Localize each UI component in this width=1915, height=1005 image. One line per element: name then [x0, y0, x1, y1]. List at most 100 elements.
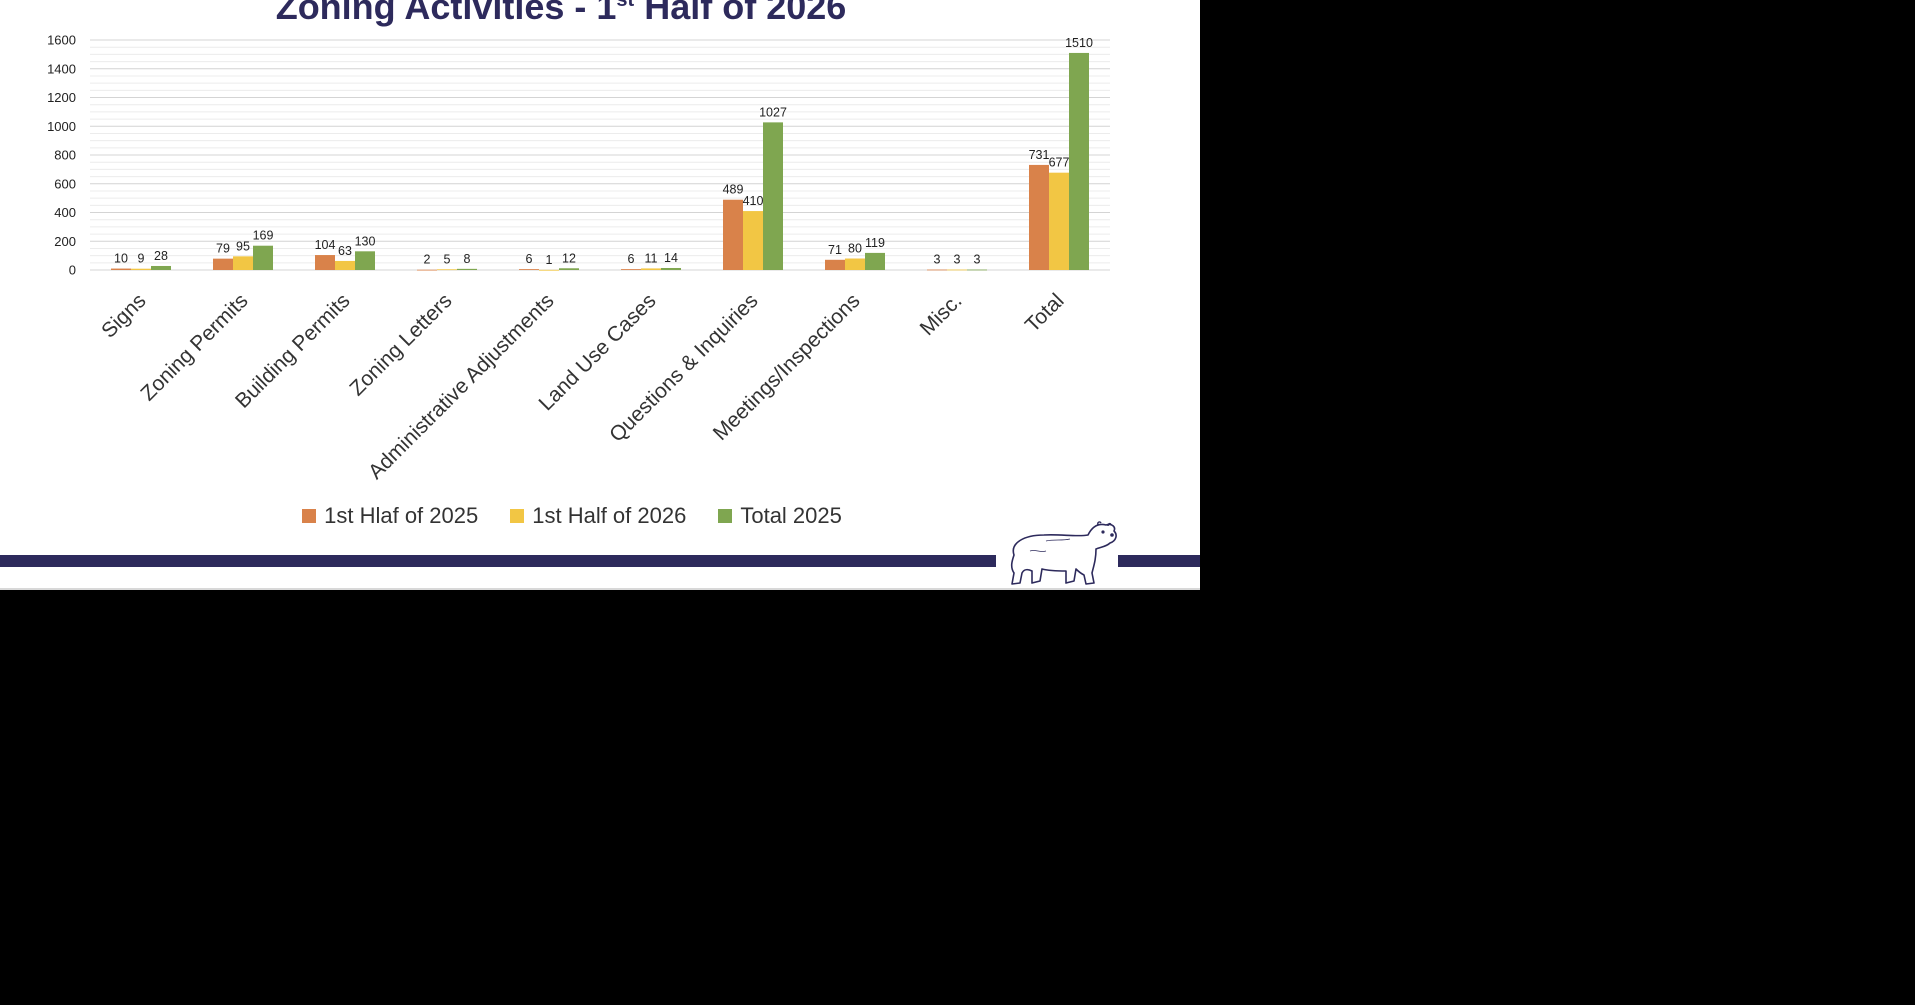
bar	[927, 269, 947, 271]
data-label: 8	[464, 252, 471, 266]
chart-title-suffix: Half of 2026	[634, 0, 847, 27]
data-label: 71	[828, 243, 842, 257]
y-tick-label: 1200	[47, 90, 76, 105]
data-label: 410	[743, 194, 764, 208]
bar	[539, 269, 559, 271]
data-label: 731	[1029, 148, 1050, 162]
legend-item: 1st Hlaf of 2025	[302, 503, 478, 529]
data-label: 169	[253, 229, 274, 243]
bar	[315, 255, 335, 270]
data-label: 5	[444, 252, 451, 266]
legend-swatch	[510, 509, 525, 523]
y-tick-label: 1400	[47, 61, 76, 76]
data-label: 12	[562, 251, 576, 265]
bars	[111, 52, 1089, 271]
chart-title-main: Zoning Activities - 1	[275, 0, 617, 27]
bar	[1029, 164, 1049, 270]
data-label: 1	[546, 253, 553, 267]
bar	[151, 265, 171, 270]
legend-label: Total 2025	[740, 503, 842, 528]
data-label: 79	[216, 242, 230, 256]
bar	[355, 251, 375, 270]
y-axis-ticks: 0 200 400 600 800 1000 1200 1400 1600	[47, 33, 76, 278]
bar	[845, 258, 865, 270]
bar	[641, 268, 661, 270]
footer-band-right	[1118, 555, 1200, 567]
bar	[417, 269, 437, 271]
footer-band	[0, 555, 996, 567]
bar	[947, 269, 967, 271]
data-label: 489	[723, 183, 744, 197]
bar	[825, 259, 845, 270]
chart-title: Zoning Activities - 1st Half of 2026	[0, 0, 1122, 28]
data-label: 11	[645, 251, 658, 265]
y-tick-label: 1000	[47, 119, 76, 134]
data-label: 10	[114, 252, 128, 266]
bar	[233, 256, 253, 270]
bar	[763, 122, 783, 271]
data-label: 2	[424, 253, 431, 267]
chart-title-superscript: st	[616, 0, 635, 11]
data-label: 28	[154, 249, 168, 263]
data-label: 63	[338, 244, 352, 258]
bar	[1049, 172, 1069, 270]
y-tick-label: 800	[54, 148, 76, 163]
data-label: 80	[848, 242, 862, 256]
data-label: 9	[138, 252, 145, 266]
slide-bottom-edge	[0, 588, 1200, 590]
bar	[661, 267, 681, 270]
category-label: Misc.	[916, 289, 967, 340]
bar	[437, 269, 457, 271]
data-label: 119	[865, 236, 885, 250]
bar	[967, 269, 987, 271]
bar	[131, 268, 151, 270]
data-label: 130	[355, 234, 376, 248]
bar	[723, 199, 743, 270]
legend-item: Total 2025	[718, 503, 842, 529]
grid-lines	[90, 39, 1110, 271]
legend: 1st Hlaf of 2025 1st Half of 2026 Total 20…	[0, 503, 1144, 529]
data-label: 3	[934, 253, 941, 267]
bar	[519, 269, 539, 270]
category-label: Total	[1021, 289, 1069, 337]
data-label: 104	[315, 238, 336, 252]
data-label: 1027	[759, 105, 787, 119]
data-label: 1510	[1065, 36, 1093, 50]
legend-label: 1st Half of 2026	[532, 503, 687, 528]
legend-swatch	[718, 509, 733, 523]
bar	[335, 260, 355, 270]
data-label: 14	[664, 251, 678, 265]
category-label: Signs	[97, 289, 150, 342]
bar	[457, 268, 477, 270]
y-tick-label: 1600	[47, 33, 76, 48]
data-label: 6	[628, 252, 635, 266]
y-tick-label: 400	[54, 205, 76, 220]
y-tick-label: 600	[54, 176, 76, 191]
bar	[865, 252, 885, 270]
category-label: Administrative Adjustments	[364, 289, 559, 484]
legend-item: 1st Half of 2026	[510, 503, 686, 529]
bar	[621, 269, 641, 270]
data-label: 6	[526, 252, 533, 266]
bar	[743, 211, 763, 270]
bar	[1069, 52, 1089, 270]
category-label: Zoning Letters	[345, 289, 456, 400]
polar-bear-icon	[1010, 521, 1117, 585]
bar	[253, 245, 273, 270]
data-label: 3	[954, 253, 961, 267]
legend-swatch	[302, 509, 317, 523]
y-tick-label: 200	[54, 234, 76, 249]
y-tick-label: 0	[69, 263, 76, 278]
data-label: 95	[236, 239, 250, 253]
data-label: 3	[974, 253, 981, 267]
bar	[111, 268, 131, 270]
category-label: Zoning Permits	[136, 289, 252, 405]
chart-slide: Zoning Activities - 1st Half of 2026 0 20…	[0, 0, 1200, 590]
legend-label: 1st Hlaf of 2025	[324, 503, 479, 528]
data-label: 677	[1049, 156, 1070, 170]
bar	[559, 268, 579, 270]
bar	[213, 258, 233, 270]
